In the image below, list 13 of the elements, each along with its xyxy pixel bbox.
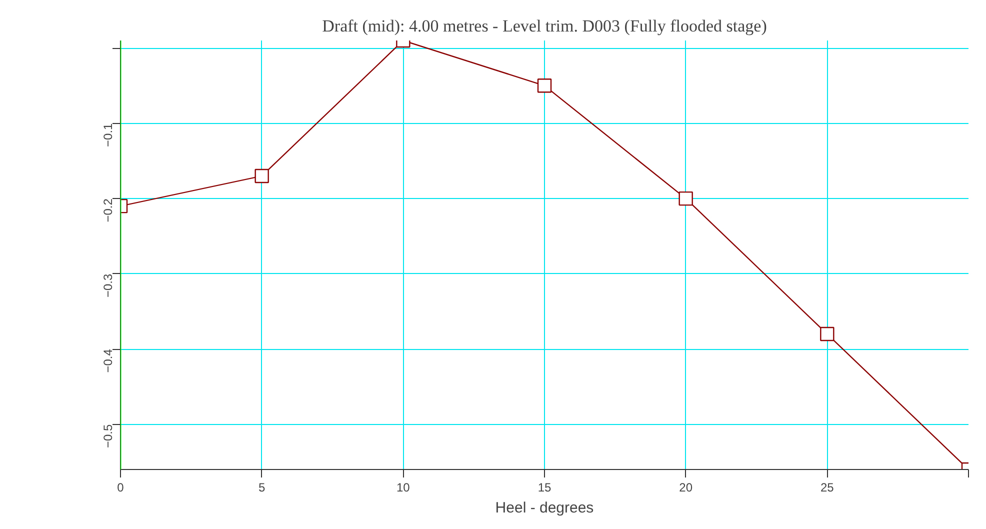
x-tick-label: 0	[117, 480, 124, 494]
x-tick-label: 25	[820, 480, 834, 494]
x-tick-label: 5	[258, 480, 266, 494]
y-tick-label: −0.4	[101, 348, 115, 373]
x-tick-label: 20	[679, 480, 693, 494]
y-tick-label: −0.2	[101, 198, 115, 222]
y-tick-label: −0.1	[101, 122, 115, 147]
y-tick-label: −0.5	[101, 424, 115, 448]
chart-title: Draft (mid): 4.00 metres - Level trim. D003 (Fully flooded stage)	[322, 16, 767, 36]
x-tick-label: 10	[396, 480, 410, 494]
x-tick-label: 15	[538, 480, 552, 494]
y-tick-label: −0.3	[101, 273, 115, 298]
x-axis-title: Heel - degrees	[495, 500, 594, 516]
